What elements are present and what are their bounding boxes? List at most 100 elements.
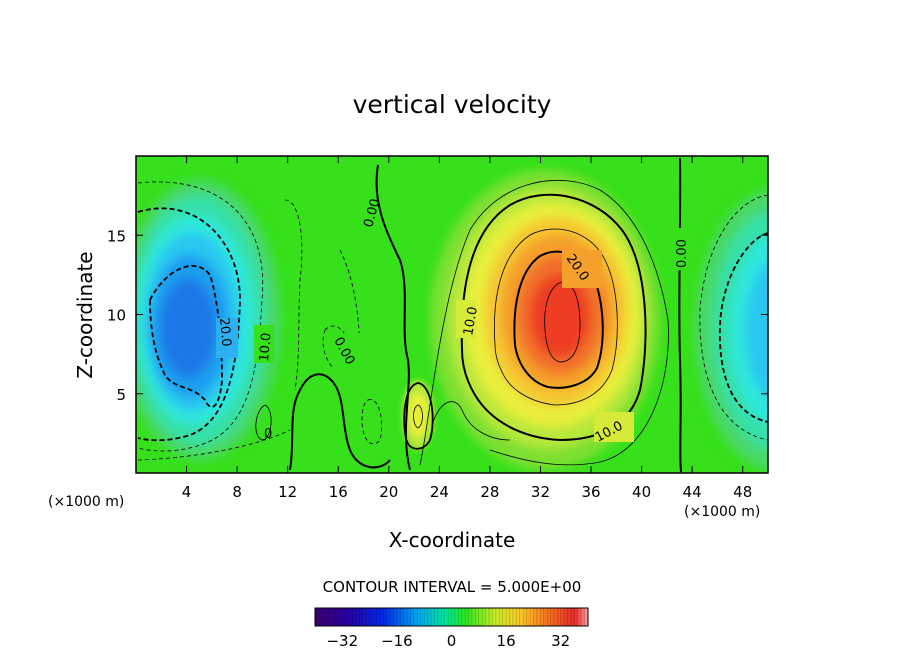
colorbar-cell (492, 608, 497, 626)
colorbar-tick-label: 32 (551, 632, 570, 650)
colorbar-cell (543, 608, 548, 626)
x-tick-label: 20 (379, 483, 398, 501)
colorbar (314, 607, 589, 627)
colorbar-cell (315, 608, 319, 626)
contour-small-updraft (403, 382, 434, 450)
colorbar-cell (489, 608, 493, 626)
colorbar-cell (454, 608, 459, 626)
colorbar-cell (584, 608, 589, 626)
colorbar-cell (550, 608, 555, 626)
colorbar-cell (547, 608, 551, 626)
colorbar-frame (314, 607, 589, 627)
contour-label: 20.0 (216, 317, 233, 347)
colorbar-cell (512, 608, 517, 626)
colorbar-cell (383, 608, 388, 626)
x-tick-label: 28 (480, 483, 499, 501)
colorbar-cell (410, 608, 415, 626)
contour-neg20-left (149, 265, 223, 408)
colorbar-cell (540, 608, 545, 626)
colorbar-cell (581, 608, 586, 626)
colorbar-cell (376, 608, 381, 626)
colorbar-tick-label: 0 (447, 632, 457, 650)
colorbar-cell (393, 608, 398, 626)
contour-neg5-left (137, 181, 264, 452)
colorbar-cell (533, 608, 538, 626)
x-tick-label: 44 (683, 483, 702, 501)
colorbar-cell (386, 608, 391, 626)
colorbar-cell (366, 608, 371, 626)
y-axis-label: Z-coordinate (73, 251, 97, 378)
contour-label: 10.0 (461, 306, 481, 337)
x-axis: 4 8 12 16 20 24 28 32 36 40 44 48 (182, 156, 752, 501)
colorbar-cell (379, 608, 384, 626)
colorbar-cell (495, 608, 500, 626)
x-tick-label: 24 (430, 483, 449, 501)
colorbar-cell (516, 608, 521, 626)
colorbar-cell (502, 608, 507, 626)
contour-pos5 (419, 179, 669, 466)
x-tick-label: 16 (329, 483, 348, 501)
colorbar-cell (471, 608, 476, 626)
colorbar-tick-label: 16 (497, 632, 516, 650)
x-tick-label: 36 (581, 483, 600, 501)
contour-pos10 (460, 193, 647, 442)
colorbar-cell (413, 608, 418, 626)
colorbar-cell (328, 608, 333, 626)
colorbar-cell (451, 608, 456, 626)
colorbar-cell (509, 608, 514, 626)
colorbar-cell (369, 608, 374, 626)
contour-label: 0.00 (675, 239, 690, 268)
colorbar-cell (506, 608, 511, 626)
contour-label: 10.0 (257, 332, 274, 362)
colorbar-ticks: −32 −16 0 16 32 (326, 632, 570, 650)
colorbar-cell (359, 608, 364, 626)
colorbar-cell (475, 608, 480, 626)
x-tick-label: 4 (182, 483, 192, 501)
colorbar-cell (349, 608, 354, 626)
colorbar-cell (560, 608, 565, 626)
colorbar-cell (577, 608, 582, 626)
colorbar-cell (567, 608, 572, 626)
contour-lines (137, 157, 768, 473)
contour-pos20 (513, 250, 604, 389)
colorbar-cell (499, 608, 504, 626)
downdraft-right-field (695, 190, 768, 470)
colorbar-cell (417, 608, 422, 626)
z-axis: 5 10 15 (107, 227, 768, 404)
colorbar-cell (325, 608, 330, 626)
contour-interval: CONTOUR INTERVAL = 5.000E+00 (323, 578, 582, 596)
colorbar-cell (458, 608, 463, 626)
colorbar-cell (396, 608, 401, 626)
colorbar-cell (519, 608, 524, 626)
colorbar-cell (536, 608, 541, 626)
colorbar-cell (529, 608, 534, 626)
colorbar-cell (574, 608, 579, 626)
colorbar-cell (523, 608, 528, 626)
colorbar-cell (461, 608, 466, 626)
colorbar-cell (362, 608, 367, 626)
colorbar-cell (318, 608, 323, 626)
colorbar-cell (342, 608, 347, 626)
x-tick-label: 40 (632, 483, 651, 501)
colorbar-cell (437, 608, 442, 626)
colorbar-cell (557, 608, 562, 626)
contour-label: 0 (264, 427, 272, 442)
colorbar-cell (321, 608, 326, 626)
colorbar-cell (373, 608, 377, 626)
colorbar-cell (407, 608, 412, 626)
downdraft-left-field (136, 180, 280, 460)
colorbar-cell (570, 608, 575, 626)
colorbar-cell (482, 608, 487, 626)
z-tick-label: 15 (107, 227, 126, 245)
colorbar-cell (478, 608, 483, 626)
colorbar-cell (431, 608, 435, 626)
colorbar-cell (345, 608, 350, 626)
colorbar-cell (355, 608, 360, 626)
contour-neg10-right (718, 232, 768, 423)
colorbar-cell (427, 608, 432, 626)
colorbar-cell (434, 608, 439, 626)
colorbar-cell (526, 608, 531, 626)
x-tick-label: 32 (531, 483, 550, 501)
colorbar-cell (553, 608, 558, 626)
